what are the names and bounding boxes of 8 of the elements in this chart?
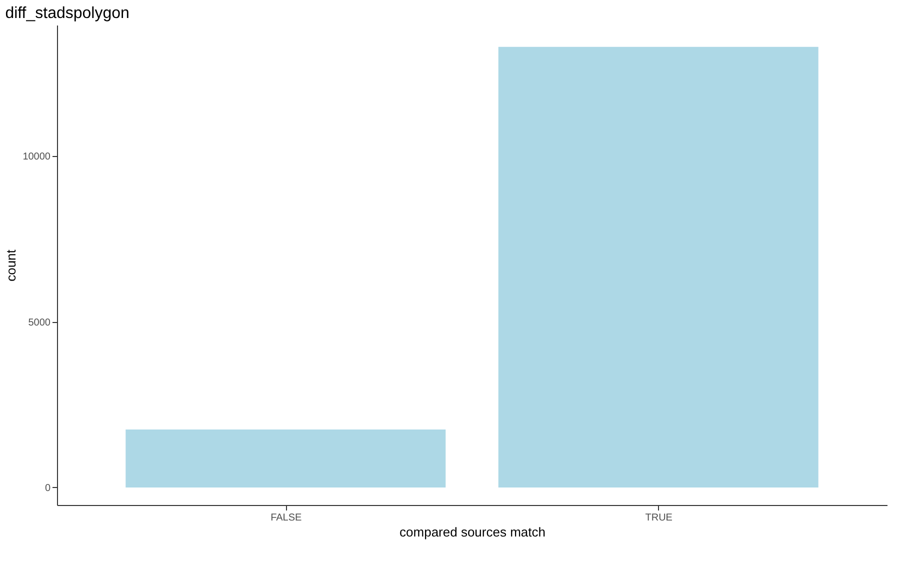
y-tick-label: 5000: [28, 317, 51, 328]
y-axis-title: count: [4, 249, 19, 282]
x-tick-label: FALSE: [270, 512, 302, 524]
x-tick-label: TRUE: [645, 512, 673, 524]
x-axis-title: compared sources match: [400, 524, 546, 540]
chart-title: diff_stadspolygon: [5, 5, 130, 22]
y-tick-label: 10000: [22, 152, 51, 163]
y-tick-label: 0: [44, 482, 51, 494]
